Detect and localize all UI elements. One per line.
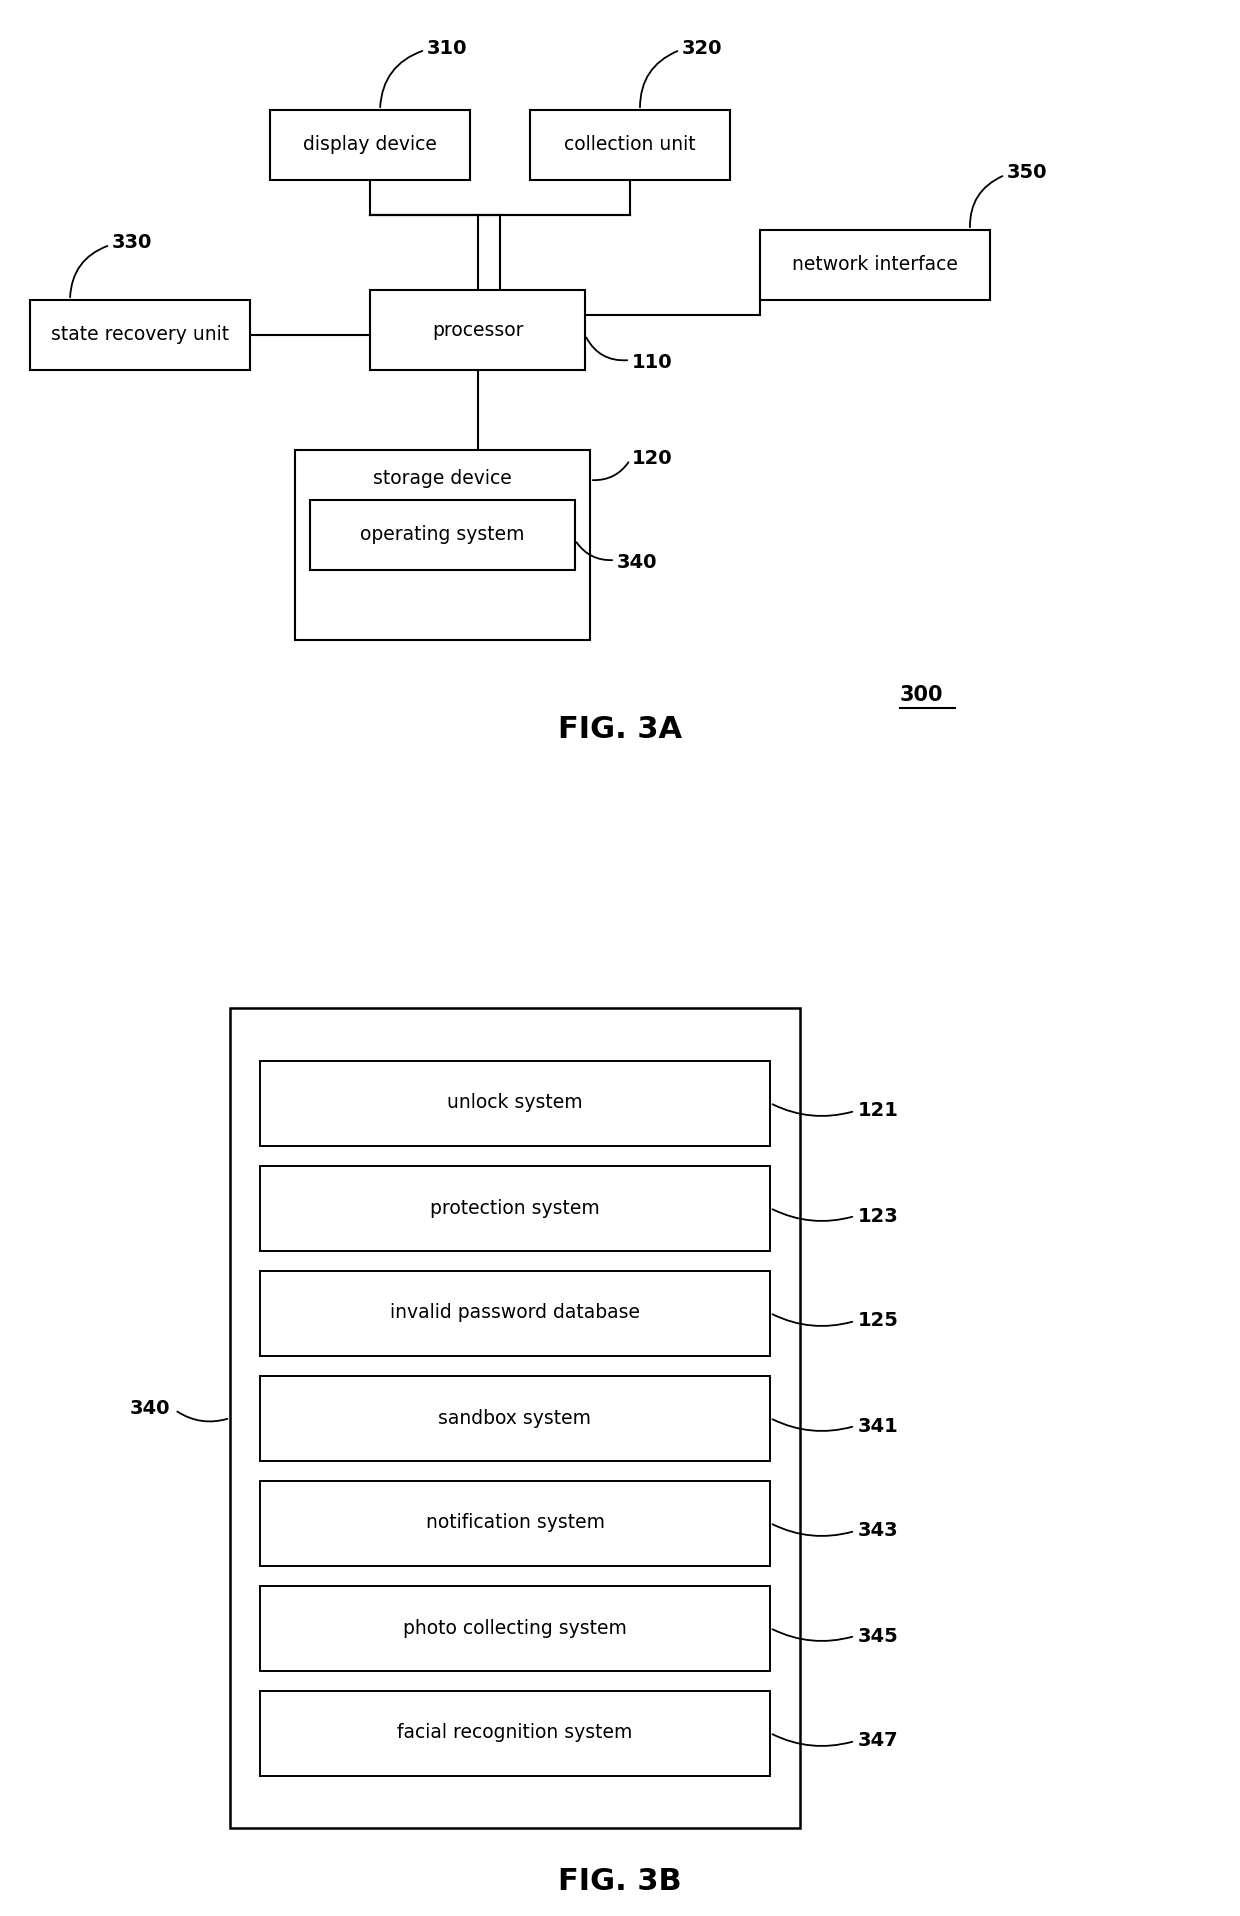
Text: 340: 340 xyxy=(618,552,657,571)
Bar xyxy=(260,1586,770,1671)
Text: protection system: protection system xyxy=(430,1199,600,1217)
Text: 350: 350 xyxy=(1007,163,1048,182)
Bar xyxy=(529,109,730,180)
Text: facial recognition system: facial recognition system xyxy=(397,1724,632,1742)
Text: 347: 347 xyxy=(858,1732,899,1751)
Text: 345: 345 xyxy=(858,1627,899,1646)
Text: unlock system: unlock system xyxy=(448,1094,583,1113)
Text: sandbox system: sandbox system xyxy=(439,1408,591,1427)
Bar xyxy=(760,230,990,301)
Bar xyxy=(260,1270,770,1355)
Bar xyxy=(260,1060,770,1146)
Text: FIG. 3A: FIG. 3A xyxy=(558,715,682,745)
Text: 341: 341 xyxy=(858,1416,899,1435)
Text: 343: 343 xyxy=(858,1521,899,1540)
Bar xyxy=(260,1376,770,1460)
Bar xyxy=(370,289,585,370)
Text: processor: processor xyxy=(432,320,523,339)
Text: 123: 123 xyxy=(858,1207,899,1226)
Text: state recovery unit: state recovery unit xyxy=(51,326,229,345)
Bar xyxy=(295,450,590,640)
Bar xyxy=(260,1690,770,1776)
Text: 120: 120 xyxy=(632,448,672,468)
Bar xyxy=(260,1481,770,1565)
Text: 340: 340 xyxy=(130,1399,171,1418)
Text: 300: 300 xyxy=(900,686,944,705)
Text: 110: 110 xyxy=(632,353,672,372)
Text: display device: display device xyxy=(303,136,436,155)
Text: 320: 320 xyxy=(682,38,723,57)
Bar xyxy=(270,109,470,180)
Text: 330: 330 xyxy=(112,234,153,253)
Bar xyxy=(30,301,250,370)
Text: 310: 310 xyxy=(427,38,467,57)
Text: invalid password database: invalid password database xyxy=(391,1303,640,1322)
Bar xyxy=(310,500,575,569)
Text: operating system: operating system xyxy=(361,525,525,544)
Text: FIG. 3B: FIG. 3B xyxy=(558,1866,682,1895)
Bar xyxy=(260,1165,770,1251)
Text: photo collecting system: photo collecting system xyxy=(403,1619,627,1638)
Text: collection unit: collection unit xyxy=(564,136,696,155)
Text: storage device: storage device xyxy=(373,469,512,487)
Text: notification system: notification system xyxy=(425,1514,605,1533)
Text: 121: 121 xyxy=(858,1102,899,1121)
Text: network interface: network interface xyxy=(792,255,959,274)
Text: 125: 125 xyxy=(858,1311,899,1330)
Bar xyxy=(229,1008,800,1828)
